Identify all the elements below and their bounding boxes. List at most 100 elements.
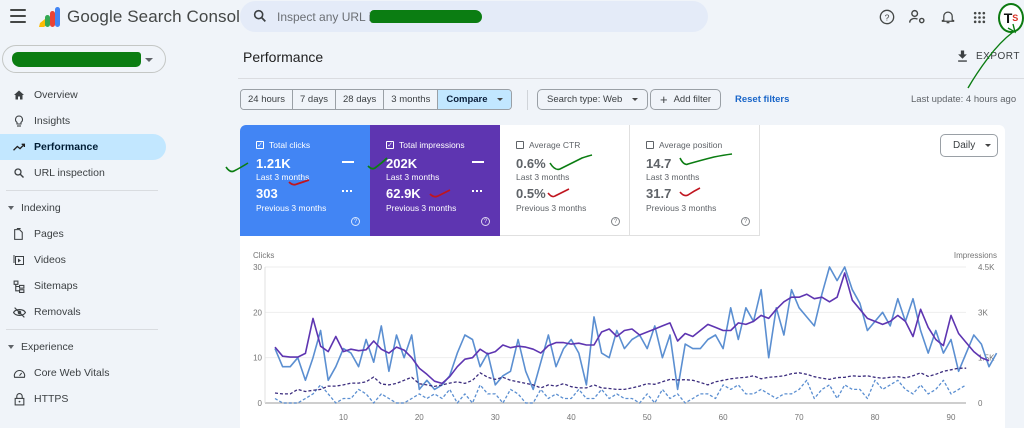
sidebar-item-url-inspection[interactable]: URL inspection [0,160,166,186]
collapse-triangle-icon [8,206,14,210]
metric-previous-value: 0.5% [516,186,546,201]
search-type-dropdown[interactable]: Search type: Web [537,89,649,110]
section-label: Indexing [21,202,61,214]
metric-current-period: Last 3 months [386,172,440,182]
reset-filters-link[interactable]: Reset filters [735,94,790,105]
solid-line-legend-icon [472,161,484,163]
help-icon[interactable]: ? [611,217,620,226]
metric-label: Average CTR [529,140,581,150]
search-console-logo-icon[interactable] [38,6,62,28]
sidebar-section-indexing[interactable]: Indexing [0,195,170,221]
metric-total-impressions[interactable]: ✓ Total impressions 202K Last 3 months 62… [370,125,500,236]
sidebar-section-experience[interactable]: Experience [0,334,170,360]
hamburger-menu-icon[interactable] [10,9,26,23]
sidebar-item-videos[interactable]: Videos [0,247,166,273]
metric-previous-value: 62.9K [386,186,421,201]
search-placeholder: Inspect any URL in " [277,10,386,24]
video-pages-icon [12,253,26,267]
lock-icon [12,392,26,406]
sidebar-item-overview[interactable]: Overview [0,82,166,108]
property-selector[interactable] [2,45,166,73]
chevron-down-icon [985,144,992,147]
add-filter-button[interactable]: + Add filter [650,89,722,110]
search-type-label: Search type: Web [547,94,623,105]
export-label: EXPORT [976,50,1020,62]
sidebar-item-label: Core Web Vitals [34,367,110,379]
metric-current-period: Last 3 months [646,172,700,182]
chevron-down-icon [632,98,639,101]
granularity-label: Daily [953,140,976,151]
metric-previous-period: Previous 3 months [516,203,587,213]
compare-dropdown[interactable]: Compare [438,90,511,109]
granularity-dropdown[interactable]: Daily [940,134,998,157]
eye-off-icon [12,305,26,319]
sidebar-item-label: Sitemaps [34,280,78,292]
sidebar-item-core-web-vitals[interactable]: Core Web Vitals [0,360,166,386]
product-title[interactable]: Google Search Console [67,7,250,26]
nav-divider [6,329,158,330]
lightbulb-icon [12,114,26,128]
sidebar-item-label: Insights [34,115,71,127]
sidebar-item-pages[interactable]: Pages [0,221,166,247]
page-title: Performance [243,49,324,65]
sidebar-item-label: Performance [34,141,99,153]
metric-previous-period: Previous 3 months [646,203,717,213]
range-24-hours[interactable]: 24 hours [241,90,293,109]
collapse-triangle-icon [8,345,14,349]
chevron-down-icon [496,98,503,101]
apps-grid-icon[interactable] [968,6,990,28]
help-icon[interactable]: ? [351,217,360,226]
range-3-months[interactable]: 3 months [384,90,439,109]
metric-label: Total impressions [399,140,465,150]
date-range-selector: 24 hours 7 days 28 days 3 months Compare [240,89,512,110]
metric-label: Average position [659,140,723,150]
nav-divider [6,190,158,191]
home-icon [12,88,26,102]
top-app-bar: Google Search Console Inspect any URL in… [0,0,1024,36]
sitemap-icon [12,279,26,293]
download-icon [958,50,967,62]
metric-previous-value: 303 [256,186,278,201]
url-inspect-search[interactable]: Inspect any URL in " [240,1,708,32]
checkbox-unchecked-icon[interactable] [516,141,524,149]
svg-text:?: ? [885,12,890,22]
filter-separator [527,90,528,110]
sidebar-item-https[interactable]: HTTPS [0,386,166,412]
metric-current-value: 1.21K [256,156,291,171]
search-icon [253,9,266,22]
chevron-down-icon [145,58,153,62]
range-7-days[interactable]: 7 days [292,90,336,109]
metric-current-value: 202K [386,156,418,171]
help-icon[interactable]: ? [876,6,898,28]
checkbox-checked-icon[interactable]: ✓ [256,141,264,149]
sidebar-item-sitemaps[interactable]: Sitemaps [0,273,166,299]
sidebar-item-insights[interactable]: Insights [0,108,166,134]
help-icon[interactable]: ? [481,217,490,226]
help-icon[interactable]: ? [741,217,750,226]
checkbox-checked-icon[interactable]: ✓ [386,141,394,149]
metric-average-position[interactable]: Average position 14.7 Last 3 months 31.7… [630,125,760,236]
sidebar-item-performance[interactable]: Performance [0,134,166,160]
range-28-days[interactable]: 28 days [335,90,385,109]
sidebar-item-label: Pages [34,228,64,240]
metric-previous-value: 31.7 [646,186,672,201]
metric-average-ctr[interactable]: Average CTR 0.6% Last 3 months 0.5% Prev… [500,125,630,236]
checkbox-unchecked-icon[interactable] [646,141,654,149]
notifications-bell-icon[interactable] [937,6,959,28]
last-update-text: Last update: 4 hours ago [911,94,1017,105]
dashed-line-legend-icon [342,190,354,192]
speedometer-icon [12,366,26,380]
section-label: Experience [21,341,74,353]
sidebar-item-label: URL inspection [34,167,105,179]
sidebar-item-label: Videos [34,254,66,266]
metric-current-period: Last 3 months [256,172,310,182]
dashed-line-legend-icon [472,190,484,192]
redacted-property-name [12,52,141,67]
export-button[interactable]: EXPORT [957,50,1020,62]
manage-users-icon[interactable] [906,6,928,28]
metric-total-clicks[interactable]: ✓ Total clicks 1.21K Last 3 months 303 Pr… [240,125,370,236]
metric-current-value: 14.7 [646,156,672,171]
plus-icon: + [660,92,668,107]
sidebar-item-removals[interactable]: Removals [0,299,166,325]
